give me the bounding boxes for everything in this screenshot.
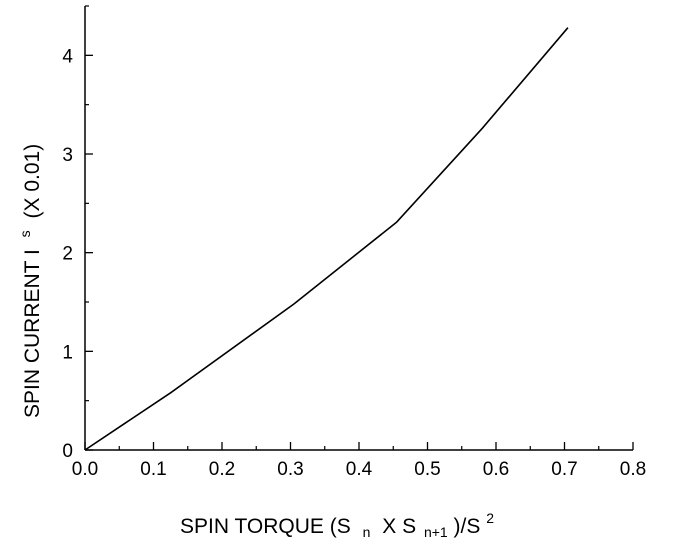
series-group xyxy=(84,27,569,451)
x-tick-label: 0.2 xyxy=(209,459,235,480)
axes xyxy=(84,6,633,451)
x-ticks: 0.0 0.1 0.2 0.3 0.4 0.5 0.6 0.7 0.8 xyxy=(72,442,646,480)
x-axis-title-sup: 2 xyxy=(486,510,494,526)
y-axis-title-end: (X 0.01) xyxy=(21,144,44,219)
y-tick-label: 4 xyxy=(62,46,73,67)
y-tick-label: 0 xyxy=(62,441,73,462)
x-axis-title-sub-n: n xyxy=(363,524,371,540)
x-axis-title-sub-n1: n+1 xyxy=(424,524,448,540)
x-tick-label: 0.5 xyxy=(414,459,440,480)
x-axis-title: SPIN TORQUE (S n X S n+1 )/S 2 xyxy=(180,510,494,542)
x-axis-title-main: SPIN TORQUE (S xyxy=(180,515,351,538)
y-tick-label: 2 xyxy=(62,244,73,265)
x-tick-label: 0.1 xyxy=(140,459,166,480)
x-tick-label: 0.8 xyxy=(620,459,646,480)
x-tick-label: 0.7 xyxy=(551,459,577,480)
x-tick-label: 0.4 xyxy=(346,459,373,480)
y-axis-title-sup: s xyxy=(17,230,33,237)
x-axis-title-mid: X S xyxy=(382,515,416,538)
x-tick-label: 0.3 xyxy=(277,459,303,480)
y-tick-label: 1 xyxy=(62,342,73,363)
x-tick-label: 0.0 xyxy=(72,459,98,480)
y-ticks: 0 1 2 3 4 xyxy=(62,5,93,462)
x-axis-title-end: )/S xyxy=(454,515,481,538)
y-axis-title: SPIN CURRENT I s (X 0.01) xyxy=(12,144,44,418)
series-line xyxy=(84,27,569,451)
x-tick-label: 0.6 xyxy=(483,459,509,480)
y-axis-title-main: SPIN CURRENT I xyxy=(21,249,44,418)
y-tick-label: 3 xyxy=(62,145,73,166)
